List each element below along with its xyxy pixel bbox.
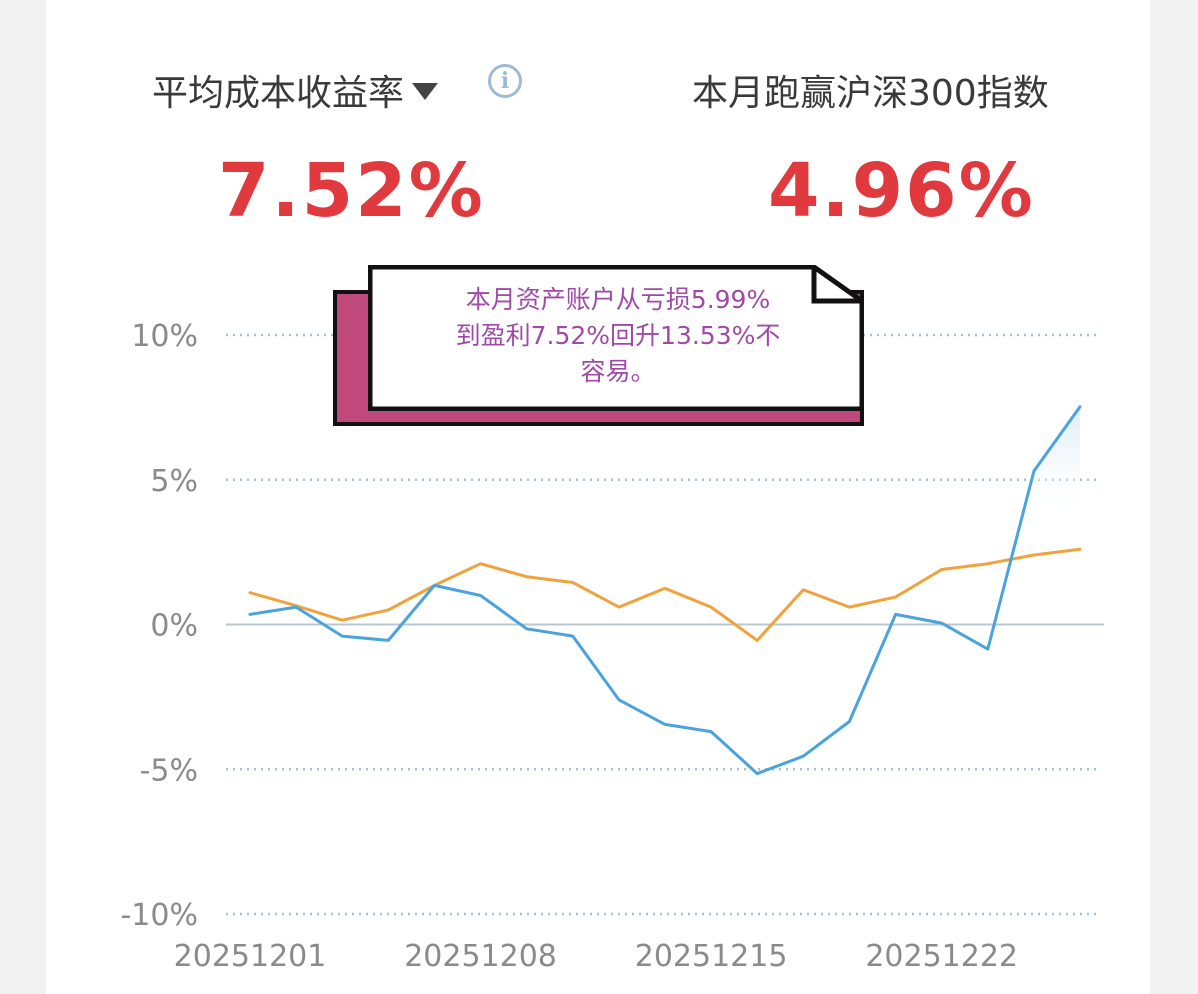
- x-tick-label: 20251208: [404, 939, 557, 974]
- portfolio-area-fill: [1033, 406, 1080, 524]
- chart-card: [46, 0, 1150, 994]
- annotation-note: [368, 265, 864, 411]
- annotation-text: 本月资产账户从亏损5.99% 到盈利7.52%回升13.53%不 容易。: [348, 282, 888, 390]
- outperform-index-value: 4.96%: [768, 148, 1035, 234]
- y-tick-label: 10%: [131, 319, 198, 354]
- outperform-index-label: 本月跑赢沪深300指数: [692, 73, 1049, 114]
- y-tick-label: 0%: [150, 609, 198, 644]
- y-tick-label: -5%: [140, 753, 198, 788]
- series-line-portfolio: [248, 405, 1082, 776]
- x-tick-label: 20251201: [174, 939, 327, 974]
- y-tick-label: 5%: [150, 464, 198, 499]
- avg-cost-return-value: 7.52%: [218, 148, 485, 234]
- avg-cost-return-label: 平均成本收益率: [152, 73, 405, 114]
- x-tick-label: 20251215: [635, 939, 788, 974]
- y-tick-label: -10%: [120, 898, 198, 933]
- series-line-index: [248, 547, 1082, 642]
- annotation-line-2: 到盈利7.52%回升13.53%不: [455, 321, 781, 350]
- annotation-line-3: 容易。: [580, 357, 656, 386]
- avg-cost-return-selector[interactable]: 平均成本收益率: [152, 64, 439, 116]
- info-icon[interactable]: i: [488, 64, 522, 98]
- annotation-line-1: 本月资产账户从亏损5.99%: [465, 285, 771, 314]
- dropdown-caret-icon: [412, 82, 439, 100]
- x-tick-label: 20251222: [865, 939, 1018, 974]
